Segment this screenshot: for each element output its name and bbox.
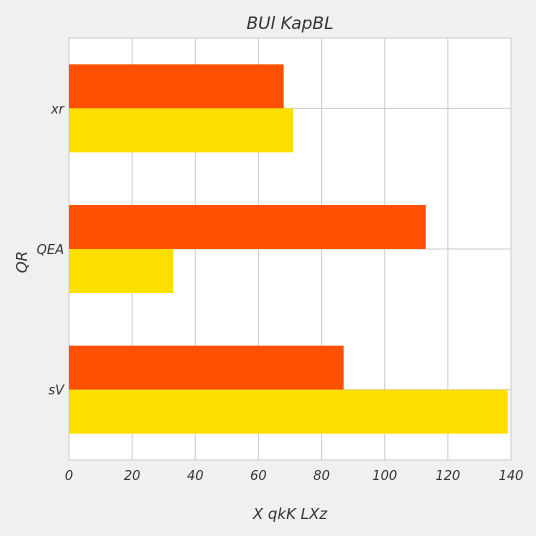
bar-series-1-QEA [69,249,174,293]
bars [69,64,508,434]
bar-series-0-sV [69,345,344,390]
x-tick-label: 100 [372,469,397,484]
y-tick-label: xr [50,102,66,117]
x-tick-labels: 0 20 40 60 80 100 120 140 [65,469,524,484]
y-tick-label: QEA [37,243,64,258]
bar-series-0-xr [69,64,284,109]
bar-series-1-xr [69,108,294,153]
y-tick-label: sV [48,384,65,399]
bar-series-1-sV [69,389,508,434]
x-tick-label: 140 [499,469,524,484]
y-axis-label: QR [13,251,31,273]
x-tick-label: 60 [250,469,267,484]
y-tick-labels: sV QEA xr [37,102,66,398]
x-tick-label: 80 [313,469,330,484]
chart-title: BUl KapBL [246,14,333,34]
x-tick-label: 20 [124,469,141,484]
bar-series-0-QEA [69,205,426,249]
x-tick-label: 40 [187,469,204,484]
x-tick-label: 120 [435,469,460,484]
x-axis-label: X qkK LXz [252,505,328,523]
x-tick-label: 0 [65,469,73,484]
